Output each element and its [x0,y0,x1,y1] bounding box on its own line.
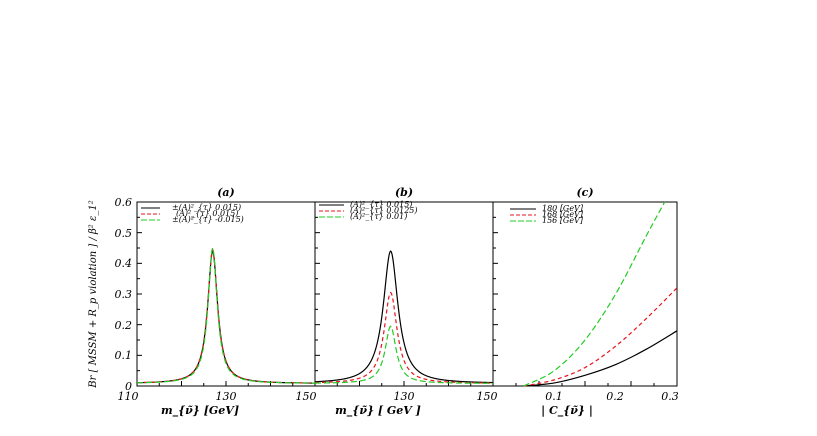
legend-entry: (A)²_{τ} 0.015) [350,200,412,209]
y-tick-label: 0.5 [115,227,133,240]
series-line [314,325,493,384]
legend-entry: ±(A)²_{τ} -0.015) [172,215,244,224]
series-line [523,201,666,387]
series-line [523,287,678,387]
legend-entry: ±(A)²_{τ} 0.015) [172,203,241,212]
series-line [314,250,494,384]
curves [136,201,678,387]
panel-c-title: (c) [576,186,593,199]
panel-b-legend: (A)²_{τ} 0.015) (A)²_{τ} 0.0125) (A)²_{τ… [319,200,418,221]
panel-b-xlabel: m_{ν̃} [ GeV ] [335,404,421,418]
x-tick-label: 0.3 [661,390,679,403]
series-line [314,291,494,384]
y-tick-label: 0.6 [115,196,133,209]
panel-a-frame [136,201,316,387]
y-axis-label: Br [ MSSM + R_p violation ] / β² ε_1² [88,200,99,388]
x-tick-label: 0.2 [606,390,624,403]
x-tick-label: 130 [394,390,415,403]
x-tick-label: 0.1 [545,390,563,403]
x-tick-label: 110 [118,390,139,403]
y-tick-label: 0.1 [115,349,133,362]
legend-entry: (A)²_{τ} 0.0125) [350,206,418,215]
legend-entry: 180 [GeV] [542,204,584,213]
legend-entry: 168 [GeV] [542,210,584,219]
panel-b-title: (b) [395,186,413,199]
y-tick-label: 0.2 [115,319,133,332]
x-tick-label: 150 [477,390,498,403]
y-tick-labels: 0 0.1 0.2 0.3 0.4 0.5 0.6 [115,196,133,393]
y-tick-label: 0 [125,380,132,393]
x-tick-label: 130 [216,390,237,403]
y-tick-label: 0.4 [115,257,133,270]
panel-c-legend: 180 [GeV] 168 [GeV] 156 [GeV] [510,204,584,225]
legend-entry: (A)²_{τ} 0.01) [350,212,407,221]
axis-ticks [137,216,655,386]
panel-b-frame [314,201,494,387]
panel-a-title: (a) [217,186,235,199]
panel-a-xlabel: m_{ν̃} [GeV] [161,404,239,418]
panel-a-legend: ±(A)²_{τ} 0.015) (A)²_{τ} 0.015) ±(A)²_{… [141,203,244,224]
legend-entry: 156 [GeV] [542,216,584,225]
panel-c-frame [492,201,678,387]
legend-entry: (A)²_{τ} 0.015) [176,209,238,218]
series-line [136,245,316,384]
x-tick-label: 150 [296,390,317,403]
panel-c-xlabel: | C_{ν̃} | [541,404,593,418]
y-tick-label: 0.3 [115,288,133,301]
series-line [523,330,678,387]
